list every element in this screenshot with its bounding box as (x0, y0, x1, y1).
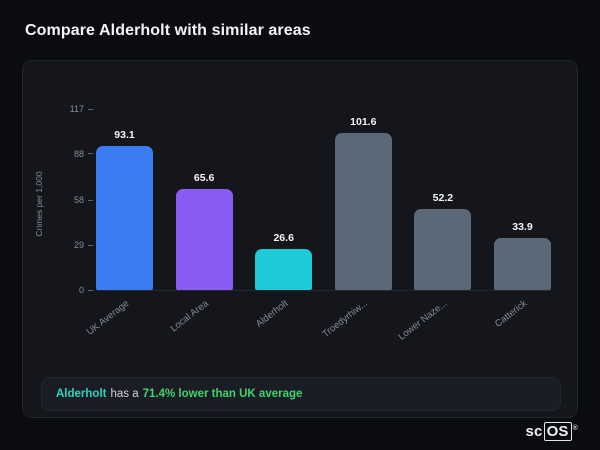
page-title: Compare Alderholt with similar areas (25, 22, 311, 39)
bar-group: 52.2 Lower Naze... (397, 109, 472, 343)
comparison-callout: Alderholt has a 71.4% lower than UK aver… (41, 377, 561, 411)
bar-group: 65.6 Local Area (169, 109, 233, 334)
y-tick-mark (88, 199, 93, 201)
x-axis-label: Local Area (168, 298, 211, 335)
bar (334, 132, 392, 290)
bar-value-label: 93.1 (114, 128, 135, 141)
y-tick-label: 29 (74, 240, 96, 250)
bar-value-label: 33.9 (512, 220, 533, 233)
y-tick-label: 117 (70, 104, 96, 114)
bar-value-label: 65.6 (193, 171, 215, 184)
bar (175, 188, 233, 290)
bar-value-label: 101.6 (350, 115, 377, 128)
scos-logo: sc OS ® (525, 422, 578, 441)
x-axis-label: UK Average (84, 298, 132, 338)
registered-mark: ® (572, 425, 578, 432)
callout-highlight: 71.4% lower than UK average (142, 388, 303, 400)
y-tick-mark (88, 108, 93, 110)
y-tick-label: 58 (74, 195, 96, 205)
x-axis-label: Lower Naze... (396, 298, 450, 343)
logo-prefix: sc (525, 423, 543, 440)
y-tick-mark (88, 289, 93, 291)
bar-value-label: 52.2 (432, 192, 454, 205)
callout-area-name: Alderholt (56, 388, 107, 400)
logo-suffix: OS (543, 422, 572, 441)
x-axis-label: Alderholt (254, 298, 291, 330)
bar-group: 93.1 UK Average (85, 109, 153, 338)
y-tick-label: 88 (74, 149, 96, 159)
bar-group: 26.6 Alderholt (254, 109, 313, 330)
bar (255, 248, 313, 290)
callout-middle-text: has a (110, 388, 139, 400)
y-tick-mark (88, 153, 93, 155)
bar (493, 237, 551, 290)
bar (96, 145, 153, 290)
plot-area: 93.1 UK Average 65.6 Local Area 26.6 Alderhol… (70, 104, 551, 343)
bar (414, 209, 472, 290)
x-axis-label: Catterick (492, 298, 530, 330)
bar-group: 101.6 Troedyrhiw... (321, 109, 392, 340)
bar-group: 33.9 Catterick (493, 109, 551, 330)
chart-card: Crimes per 1,000 93.1 UK Average 65.6 Local… (22, 60, 578, 418)
y-tick-label: 0 (79, 285, 96, 295)
x-axis-label: Troedyrhiw... (320, 298, 371, 340)
bar-value-label: 26.6 (273, 231, 294, 244)
y-tick-mark (88, 244, 93, 246)
